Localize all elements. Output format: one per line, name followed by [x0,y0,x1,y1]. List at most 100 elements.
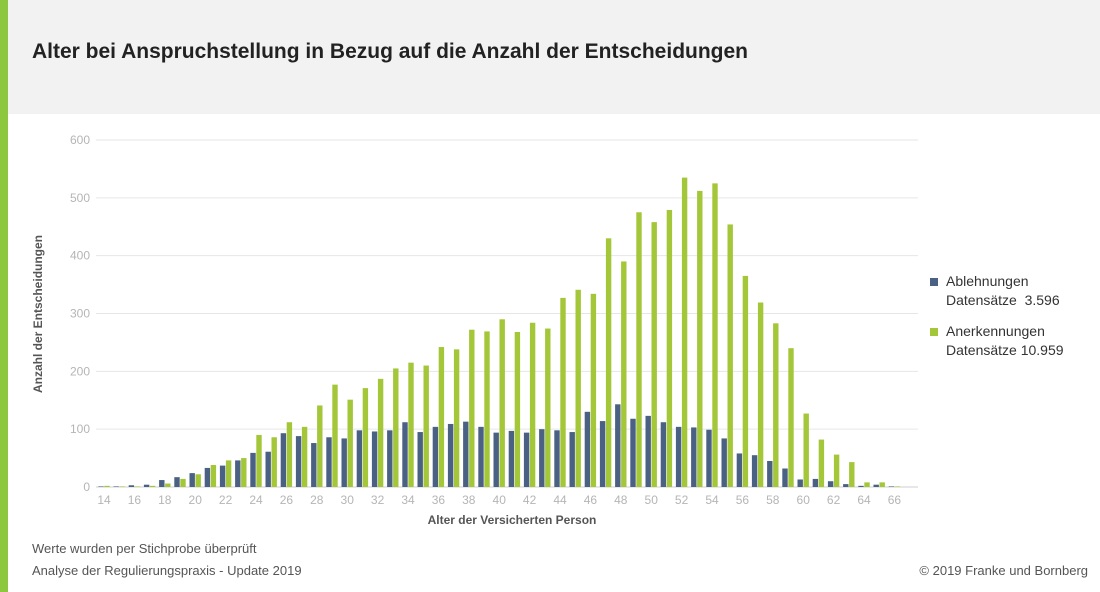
x-tick-label: 30 [341,493,355,507]
bar-ablehnungen [417,432,423,487]
bar-ablehnungen [797,479,803,487]
bar-ablehnungen [98,486,104,487]
legend-swatch-ablehnungen [930,278,938,286]
bar-anerkennungen [575,289,581,487]
bar-ablehnungen [630,418,636,487]
legend-item-ablehnungen[interactable]: Ablehnungen Datensätze 3.596 [930,272,1064,310]
bar-anerkennungen [408,362,414,487]
bar-ablehnungen [767,460,773,487]
x-tick-label: 28 [310,493,324,507]
bar-anerkennungen [849,462,855,487]
legend: Ablehnungen Datensätze 3.596 Anerkennung… [930,272,1064,372]
bar-ablehnungen [827,481,834,487]
footnote-sampling: Werte wurden per Stichprobe überprüft [32,541,257,556]
bar-anerkennungen [453,349,460,487]
bar-ablehnungen [311,443,317,487]
bar-ablehnungen [721,438,727,487]
x-tick-label: 44 [553,493,567,507]
bar-anerkennungen [286,422,293,487]
x-tick-label: 66 [888,493,902,507]
bar-anerkennungen [636,212,642,487]
x-tick-label: 36 [432,493,446,507]
bar-anerkennungen [727,224,733,487]
x-tick-label: 16 [128,493,142,507]
bar-anerkennungen [377,378,384,487]
bar-anerkennungen [180,478,186,487]
bar-ablehnungen [615,404,621,487]
bar-ablehnungen [447,423,454,487]
bar-ablehnungen [295,436,302,487]
bar-anerkennungen [894,486,901,487]
bar-anerkennungen [879,482,885,487]
bar-anerkennungen [560,297,566,487]
bar-ablehnungen [113,486,119,487]
legend-item-anerkennungen[interactable]: Anerkennungen Datensätze 10.959 [930,322,1064,360]
x-tick-label: 58 [766,493,780,507]
bar-anerkennungen [681,177,688,487]
x-tick-label: 52 [675,493,689,507]
bar-anerkennungen [210,465,217,487]
bar-ablehnungen [736,453,743,487]
bar-anerkennungen [484,331,490,487]
bar-anerkennungen [545,328,551,487]
bar-anerkennungen [651,222,657,487]
bar-anerkennungen [697,190,703,487]
legend-swatch-anerkennungen [930,328,938,336]
x-tick-label: 50 [645,493,659,507]
y-tick-label: 100 [70,422,90,436]
y-tick-label: 0 [83,480,90,494]
bar-anerkennungen [165,483,171,487]
bar-ablehnungen [371,431,378,487]
bar-ablehnungen [143,484,150,487]
y-tick-label: 200 [70,364,90,378]
bar-anerkennungen [833,454,840,487]
bar-anerkennungen [499,319,505,487]
bar-anerkennungen [712,183,718,487]
bar-anerkennungen [666,209,673,487]
header: Alter bei Anspruchstellung in Bezug auf … [8,0,1100,114]
bar-anerkennungen [742,275,749,487]
bar-anerkennungen [301,426,308,487]
x-tick-label: 38 [462,493,476,507]
x-tick-label: 56 [736,493,750,507]
y-tick-label: 300 [70,307,90,321]
bar-anerkennungen [362,388,369,487]
bar-ablehnungen [858,485,864,487]
bar-ablehnungen [873,484,879,487]
bar-ablehnungen [751,455,758,487]
bar-anerkennungen [104,485,110,487]
bar-ablehnungen [493,432,499,487]
bar-ablehnungen [219,465,226,487]
bar-ablehnungen [843,484,849,487]
bar-ablehnungen [128,485,135,487]
bar-ablehnungen [280,433,287,487]
bar-ablehnungen [523,432,530,487]
bar-anerkennungen [605,238,612,487]
bar-anerkennungen [529,322,536,487]
copyright: © 2019 Franke und Bornberg [919,563,1088,578]
y-tick-label: 500 [70,191,90,205]
legend-records: Datensätze 3.596 [946,292,1060,308]
bar-anerkennungen [393,368,399,487]
bar-ablehnungen [204,467,211,487]
bar-anerkennungen [773,323,779,487]
bar-ablehnungen [432,426,439,487]
bar-anerkennungen [241,458,247,487]
x-tick-label: 24 [249,493,263,507]
bar-anerkennungen [864,482,870,487]
bar-anerkennungen [332,384,338,487]
bar-ablehnungen [554,430,560,487]
bar-anerkennungen [818,439,825,487]
x-axis-title: Alter der Versicherten Person [428,513,597,527]
x-tick-label: 48 [614,493,628,507]
legend-label: Anerkennungen [946,323,1045,339]
bar-anerkennungen [149,485,156,487]
bar-anerkennungen [271,437,277,487]
bar-ablehnungen [660,422,667,487]
bar-anerkennungen [225,460,232,487]
x-tick-label: 18 [158,493,172,507]
y-tick-label: 600 [70,133,90,147]
bar-ablehnungen [539,429,545,487]
legend-label: Ablehnungen [946,273,1029,289]
x-tick-label: 46 [584,493,598,507]
